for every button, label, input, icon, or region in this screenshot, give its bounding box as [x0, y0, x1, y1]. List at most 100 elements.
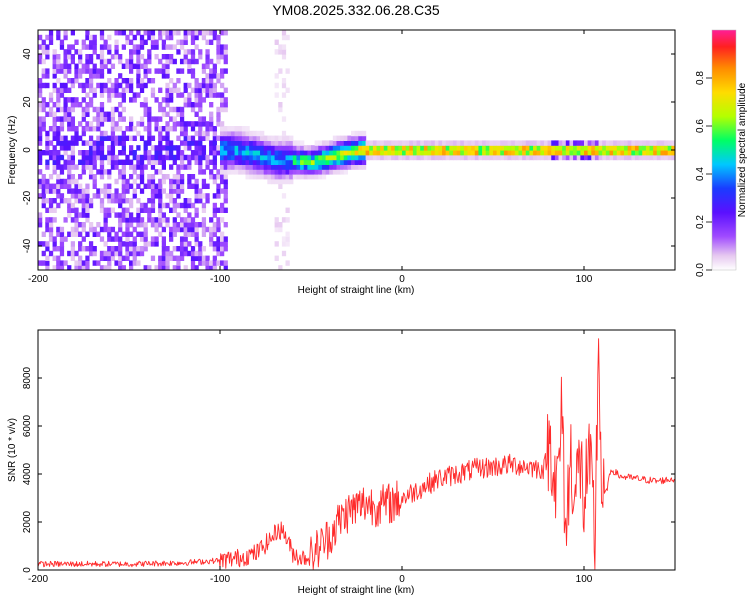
- spectrogram-cell: [107, 265, 112, 270]
- spectrogram-cell: [48, 111, 54, 117]
- spectrogram-cell: [78, 159, 83, 165]
- spectrogram-cell: [489, 154, 494, 161]
- spectrogram-cell: [81, 222, 86, 228]
- spectrogram-cell: [129, 246, 134, 252]
- spectrogram-cell: [190, 246, 196, 252]
- spectrogram-cell: [96, 169, 101, 175]
- spectrogram-cell: [63, 135, 68, 141]
- spectrogram-cell: [103, 58, 108, 65]
- spectrogram-cell: [573, 140, 578, 146]
- spectrogram-cell: [99, 58, 105, 65]
- spectrogram-cell: [158, 130, 163, 137]
- spectrogram-cell: [59, 44, 65, 50]
- spectrogram-cell: [59, 121, 65, 127]
- spectrogram-cell: [52, 121, 57, 127]
- spectrogram-cell: [59, 164, 65, 170]
- spectrogram-cell: [125, 198, 130, 204]
- spectrogram-cell: [169, 231, 174, 237]
- spectrogram-cell: [92, 87, 97, 93]
- spectrogram-cell: [201, 231, 207, 237]
- spectrogram-cell: [270, 154, 276, 161]
- spectrogram-cell: [493, 150, 498, 156]
- spectrogram-cell: [67, 121, 72, 127]
- spectrogram-cell: [110, 116, 116, 122]
- spectrogram-cell: [158, 231, 163, 237]
- spectrogram-cell: [150, 236, 156, 242]
- spectrogram-cell: [223, 68, 228, 74]
- spectrogram-cell: [161, 260, 166, 266]
- spectrogram-cell: [103, 116, 108, 122]
- spectrogram-cell: [289, 159, 294, 165]
- spectrogram-cell: [99, 169, 105, 175]
- spectrogram-cell: [74, 222, 79, 228]
- spectrogram-cell: [96, 121, 101, 127]
- spectrogram-cell: [121, 255, 126, 261]
- spectrogram-cell: [172, 145, 177, 151]
- spectrogram-cell: [340, 135, 345, 141]
- spectrogram-cell: [147, 111, 152, 117]
- spectrogram-cell: [85, 212, 90, 218]
- spectrogram-cell: [340, 164, 345, 170]
- spectrogram-cell: [489, 140, 494, 146]
- spectrogram-cell: [74, 198, 79, 204]
- spectrogram-cell: [252, 145, 257, 151]
- spectrogram-cell: [121, 44, 126, 50]
- spectrogram-cell: [56, 226, 61, 233]
- spectrogram-cell: [263, 150, 268, 156]
- spectrogram-cell: [267, 140, 272, 146]
- spectrogram-cell: [187, 30, 192, 36]
- spectrogram-cell: [190, 39, 196, 45]
- spectrogram-cell: [118, 159, 123, 165]
- spectrogram-cell: [198, 222, 203, 228]
- spectrogram-cell: [169, 92, 174, 98]
- spectrogram-cell: [285, 154, 290, 161]
- spectrogram-cell: [522, 145, 527, 151]
- spectrogram-cell: [67, 87, 72, 93]
- spectrogram-cell: [249, 169, 254, 175]
- spectrogram-cell: [63, 49, 68, 55]
- spectrogram-cell: [81, 164, 86, 170]
- spectrogram-cell: [129, 212, 134, 218]
- spectrogram-cell: [169, 97, 174, 103]
- spectrogram-cell: [63, 111, 68, 117]
- spectrogram-cell: [209, 260, 214, 266]
- spectrogram-cell: [230, 169, 236, 175]
- spectrogram-cell: [114, 178, 119, 185]
- spectrogram-cell: [321, 150, 327, 156]
- spectrogram-cell: [179, 121, 185, 127]
- spectrogram-cell: [311, 174, 316, 180]
- spectrogram-cell: [514, 140, 520, 146]
- spectrogram-cell: [81, 207, 86, 213]
- spectrogram-cell: [529, 150, 534, 156]
- spectrogram-cell: [38, 54, 43, 60]
- spectrogram-cell: [96, 73, 101, 79]
- spectrogram-cell: [303, 174, 308, 180]
- spectrogram-cell: [223, 130, 228, 137]
- spectrogram-cell: [147, 78, 152, 84]
- spectrogram-cell: [88, 68, 94, 74]
- spectrogram-cell: [522, 140, 527, 146]
- spectrogram-cell: [169, 150, 174, 156]
- spectrogram-cell: [118, 226, 123, 233]
- spectrogram-cell: [103, 222, 108, 228]
- spectrogram-cell: [573, 154, 578, 161]
- spectrogram-cell: [118, 246, 123, 252]
- spectrogram-cell: [110, 250, 116, 257]
- spectrogram-cell: [147, 159, 152, 165]
- spectrogram-cell: [118, 265, 123, 270]
- spectrogram-cell: [562, 154, 567, 161]
- spectrogram-cell: [78, 150, 83, 156]
- spectrogram-cell: [132, 49, 137, 55]
- spectrogram-cell: [165, 97, 170, 103]
- spectrogram-cell: [230, 140, 236, 146]
- spectrogram-cell: [325, 140, 330, 146]
- spectrogram-cell: [227, 130, 232, 137]
- spectrogram-cell: [179, 178, 185, 185]
- spectrogram-cell: [227, 140, 232, 146]
- spectrogram-cell: [88, 140, 94, 146]
- spectrogram-cell: [78, 231, 83, 237]
- spectrogram-cell: [594, 150, 600, 156]
- spectrogram-cell: [63, 116, 68, 122]
- spectrogram-cell: [52, 58, 57, 65]
- spectrogram-cell: [285, 34, 290, 41]
